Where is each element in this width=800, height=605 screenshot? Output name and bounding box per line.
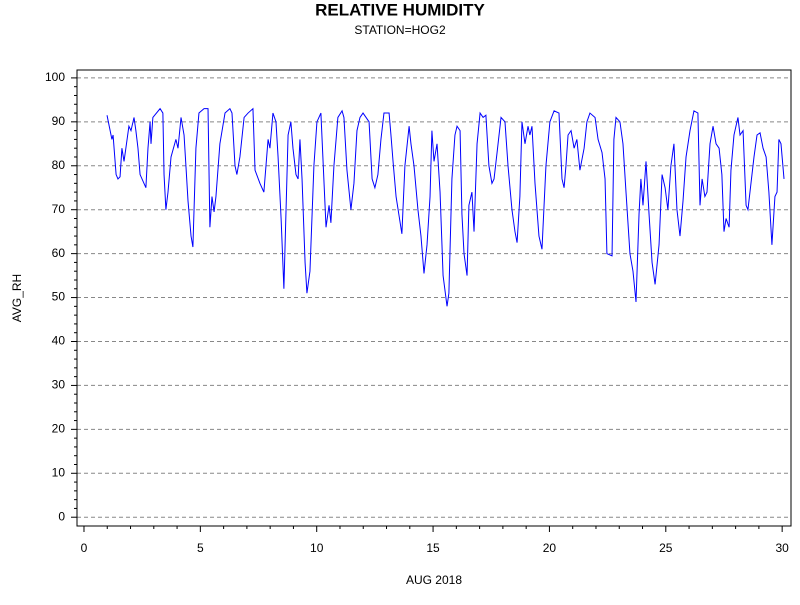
x-axis-label: AUG 2018 — [406, 573, 462, 587]
y-tick-label: 0 — [58, 509, 65, 523]
y-tick-label: 100 — [45, 70, 65, 84]
x-tick-label: 30 — [775, 541, 789, 555]
plot-frame — [76, 69, 792, 527]
y-tick-label: 60 — [52, 246, 66, 260]
y-tick-label: 50 — [52, 290, 66, 304]
y-tick-label: 70 — [52, 202, 66, 216]
chart-subtitle: STATION=HOG2 — [354, 23, 446, 37]
y-tick-label: 80 — [52, 158, 66, 172]
y-tick-label: 40 — [52, 334, 66, 348]
data-line — [106, 107, 785, 307]
x-tick-label: 5 — [197, 541, 204, 555]
x-tick-label: 10 — [310, 541, 324, 555]
y-axis-label: AVG_RH — [10, 274, 24, 322]
x-tick-label: 25 — [659, 541, 673, 555]
y-tick-label: 10 — [52, 465, 66, 479]
chart-title: RELATIVE HUMIDITY — [315, 0, 485, 19]
y-tick-label: 20 — [52, 422, 66, 436]
x-tick-label: 15 — [426, 541, 440, 555]
x-tick-label: 0 — [81, 541, 88, 555]
x-tick-label: 20 — [543, 541, 557, 555]
y-tick-label: 90 — [52, 114, 66, 128]
y-tick-label: 30 — [52, 378, 66, 392]
